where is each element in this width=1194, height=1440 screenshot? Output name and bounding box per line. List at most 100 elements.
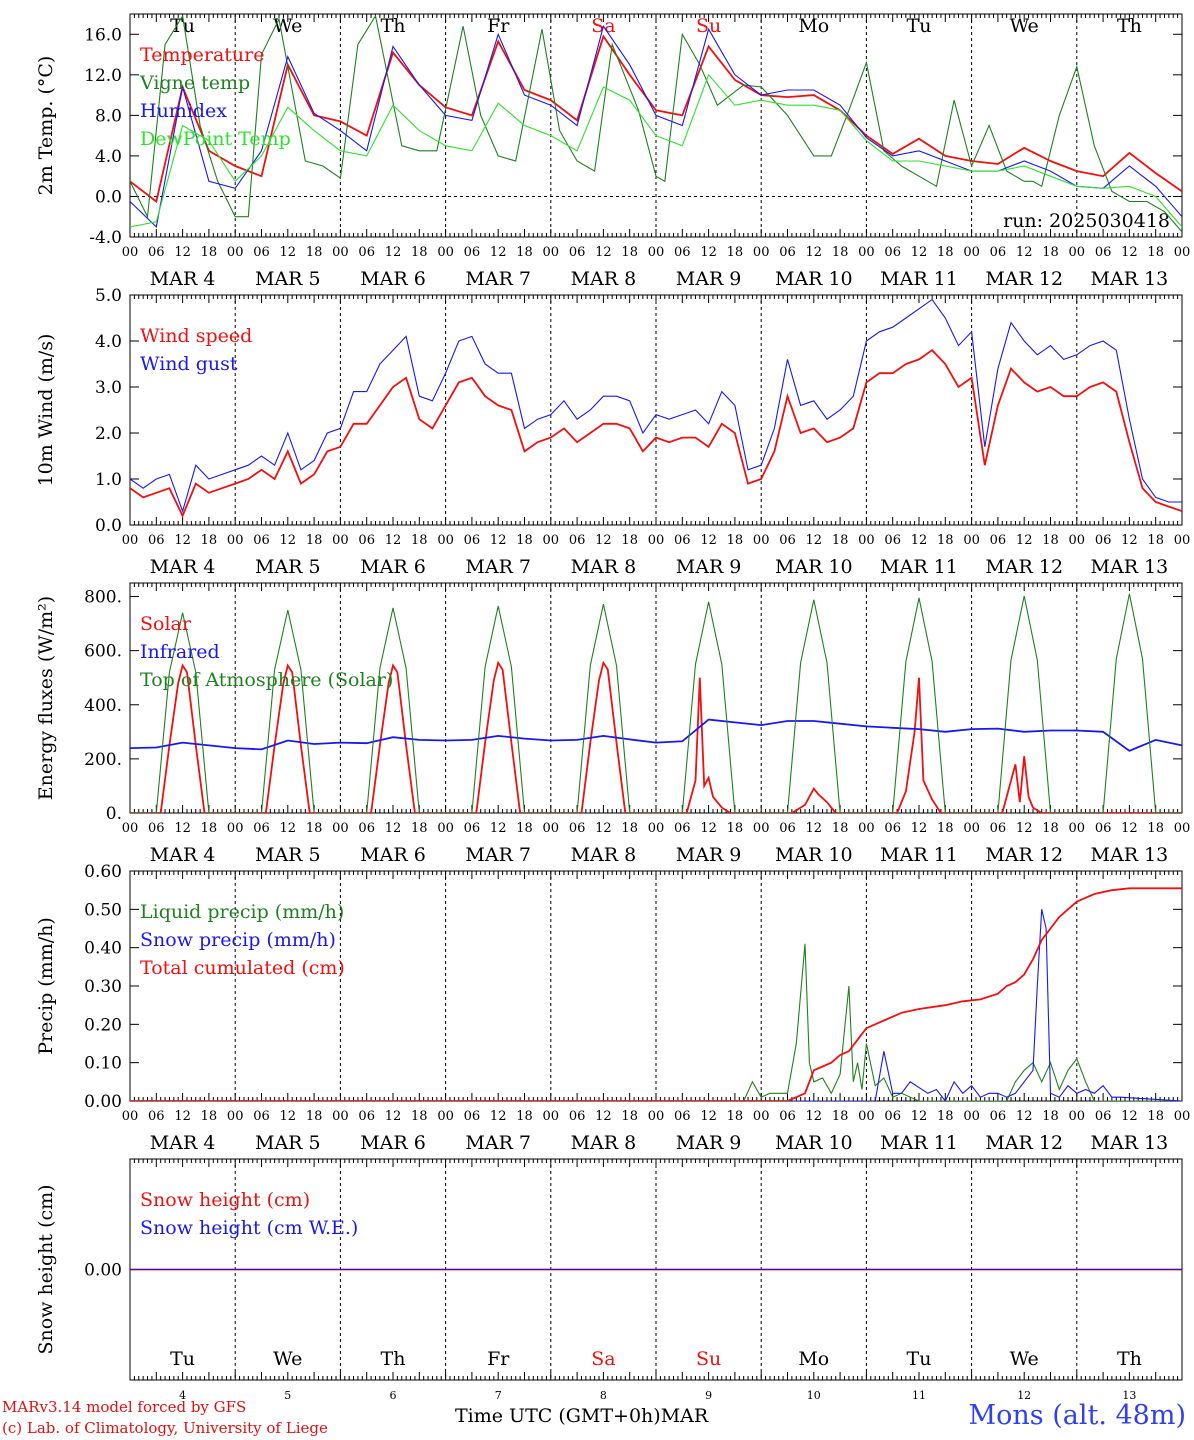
hour-tick-label: 00 [437,1109,454,1124]
date-label: MAR 13 [1091,1132,1169,1154]
hour-tick-label: 06 [990,821,1007,836]
hour-tick-label: 12 [385,533,402,548]
weekday-label: Su [696,15,721,37]
hour-tick-label: 12 [595,245,612,260]
hour-tick-label: 18 [937,1109,954,1124]
hour-tick-label: 18 [727,245,744,260]
hour-tick-label: 00 [1069,1109,1086,1124]
hour-tick-label: 06 [148,533,165,548]
hour-tick-label: 18 [937,533,954,548]
y-tick-label: 8.0 [95,106,122,126]
legend-entry: Total cumulated (cm) [140,957,345,979]
y-tick-label: 0.20 [84,1015,122,1035]
hour-tick-label: 00 [858,245,875,260]
hour-tick-label: 18 [621,245,638,260]
hour-tick-label: 00 [648,533,665,548]
hour-tick-label: 00 [122,821,139,836]
y-tick-label: 4.0 [95,147,122,167]
hour-tick-label: 18 [1147,533,1164,548]
hour-tick-label: 18 [411,245,428,260]
date-label: MAR 8 [571,268,637,290]
day-number-label: 6 [390,1389,397,1400]
hour-tick-label: 12 [806,1109,823,1124]
hour-tick-label: 06 [148,1109,165,1124]
hour-tick-label: 18 [832,821,849,836]
hour-tick-label: 06 [990,1109,1007,1124]
weekday-label: Fr [487,1348,510,1370]
hour-tick-label: 00 [963,245,980,260]
date-label: MAR 9 [676,556,742,578]
hour-tick-label: 06 [358,1109,375,1124]
y-tick-label: 0.40 [84,939,122,959]
legend-entry: Humidex [140,100,227,122]
hour-tick-label: 12 [1016,821,1033,836]
panel-4: 0.00 0.10 0.20 0.30 0.40 0.50 0.60 Precip (mm/h… [35,862,1190,1154]
date-label: MAR 8 [571,1132,637,1154]
date-label: MAR 13 [1091,556,1169,578]
date-label: MAR 5 [255,556,321,578]
hour-tick-label: 18 [306,821,323,836]
hour-tick-label: 00 [227,245,244,260]
hour-tick-label: 12 [490,821,507,836]
hour-tick-label: 00 [1069,533,1086,548]
hour-tick-label: 06 [884,1109,901,1124]
hour-tick-label: 00 [437,821,454,836]
hour-tick-label: 00 [332,821,349,836]
hour-tick-label: 18 [832,1109,849,1124]
hour-tick-label: 18 [1042,1109,1059,1124]
hour-tick-label: 06 [464,1109,481,1124]
hour-tick-label: 18 [411,533,428,548]
hour-tick-label: 00 [227,821,244,836]
weekday-label: We [1010,1348,1039,1370]
legend-entry: Liquid precip (mm/h) [140,901,344,923]
panel-1: -4.0 0.0 4.0 8.0 12.0 16.0 2m Temp. (°C) 00 06 12… [35,13,1190,290]
hour-tick-label: 18 [516,533,533,548]
hour-tick-label: 00 [963,533,980,548]
y-tick-label: 4.0 [95,332,122,352]
y-tick-label: 800. [84,588,122,608]
hour-tick-label: 00 [753,533,770,548]
hour-tick-label: 06 [884,821,901,836]
y-tick-label: 16.0 [84,25,122,45]
series-line-dewpoint-temp [130,73,1182,228]
y-axis-label: Snow height (cm) [35,1184,57,1354]
hour-tick-label: 12 [806,821,823,836]
weekday-label: We [273,15,302,37]
hour-tick-label: 00 [332,533,349,548]
hour-tick-label: 06 [990,245,1007,260]
hour-tick-label: 12 [280,821,297,836]
hour-tick-label: 12 [595,821,612,836]
weekday-label: Sa [591,1348,615,1370]
hour-tick-label: 12 [700,533,717,548]
hour-tick-label: 06 [253,1109,270,1124]
series-line-total-cumulated-cm [130,887,1182,1101]
plot-frame [129,13,1183,238]
day-number-label: 8 [600,1389,607,1400]
hour-tick-label: 12 [911,821,928,836]
hour-tick-label: 00 [543,821,560,836]
day-number-label: 13 [1122,1389,1136,1400]
hour-tick-label: 06 [1095,1109,1112,1124]
hour-tick-label: 18 [306,533,323,548]
weekday-label: We [273,1348,302,1370]
date-label: MAR 4 [150,844,216,866]
hour-tick-label: 00 [437,245,454,260]
hour-tick-label: 12 [280,533,297,548]
hour-tick-label: 00 [332,245,349,260]
series-line-wind-gust [130,298,1182,513]
y-axis-label: 10m Wind (m/s) [35,334,57,487]
hour-tick-label: 12 [385,821,402,836]
date-label: MAR 11 [880,844,958,866]
date-label: MAR 5 [255,268,321,290]
date-label: MAR 6 [360,556,426,578]
hour-tick-label: 18 [1042,533,1059,548]
y-tick-label: 0.0 [95,516,122,536]
hour-tick-label: 12 [1121,245,1138,260]
weekday-label: Mo [798,15,829,37]
hour-tick-label: 06 [569,821,586,836]
hour-tick-label: 06 [569,533,586,548]
date-label: MAR 12 [985,1132,1063,1154]
date-label: MAR 11 [880,556,958,578]
hour-tick-label: 00 [1174,533,1191,548]
series-line-humidex [130,24,1182,229]
